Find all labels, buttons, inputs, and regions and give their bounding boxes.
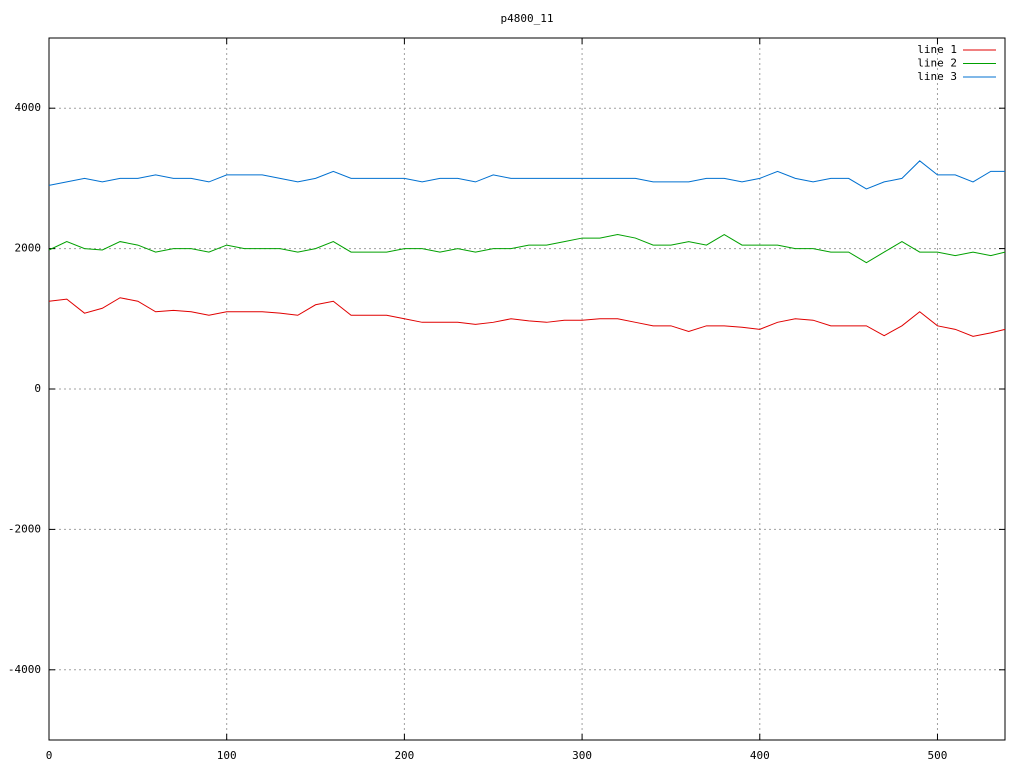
plot-border <box>48 37 1006 741</box>
chart-title: p4800_11 <box>501 12 554 25</box>
y-tick-label: -4000 <box>8 663 41 676</box>
y-tick-label: 0 <box>34 382 41 395</box>
legend-label: line 3 <box>917 70 957 83</box>
x-tick-label: 0 <box>46 749 53 762</box>
data-line <box>48 233 1006 264</box>
x-tick-label: 500 <box>928 749 948 762</box>
data-line <box>48 160 1005 190</box>
x-tick-label: 200 <box>394 749 414 762</box>
x-tick-label: 300 <box>572 749 592 762</box>
y-tick-label: 4000 <box>15 101 42 114</box>
y-tick-label: -2000 <box>8 522 41 535</box>
legend-label: line 1 <box>917 43 957 56</box>
legend-label: line 2 <box>917 57 957 70</box>
x-tick-label: 400 <box>750 749 770 762</box>
x-tick-label: 100 <box>217 749 237 762</box>
y-tick-label: 2000 <box>15 242 42 255</box>
data-line <box>48 297 1006 337</box>
